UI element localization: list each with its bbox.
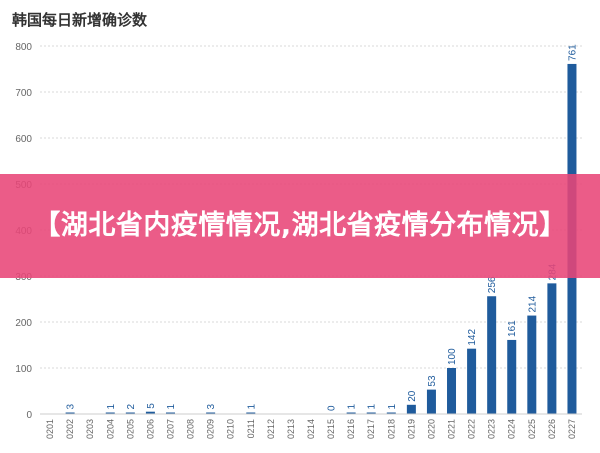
x-tick-label-0201: 0201	[45, 419, 55, 439]
bar-0225	[527, 315, 537, 414]
data-label-0217: 1	[367, 404, 378, 410]
overlay-headline: 【湖北省内疫情情况,湖北省疫情分布情况】	[33, 210, 567, 241]
data-label-0218: 1	[387, 404, 398, 410]
x-tick-label-0226: 0226	[547, 419, 557, 439]
x-tick-label-0206: 0206	[145, 419, 155, 439]
bar-0219	[406, 404, 416, 414]
x-tick-label-0213: 0213	[286, 419, 296, 439]
x-tick-label-0205: 0205	[125, 419, 135, 439]
x-tick-label-0210: 0210	[226, 419, 236, 439]
data-label-0221: 100	[447, 348, 458, 365]
data-label-0219: 20	[407, 390, 418, 402]
bar-0204	[105, 412, 115, 414]
x-tick-label-0220: 0220	[426, 419, 436, 439]
overlay-banner: 【湖北省内疫情情况,湖北省疫情分布情况】	[0, 174, 600, 278]
x-axis-ticks: 0201 0202 0203 0204 0205 0206 0207 0208 0209 0210…	[45, 419, 577, 439]
bar-0226	[547, 283, 557, 414]
x-tick-label-0202: 0202	[65, 419, 75, 439]
bar-0220	[426, 389, 436, 414]
bar-0217	[366, 412, 376, 414]
data-label-0211: 1	[246, 404, 257, 410]
x-tick-label-0223: 0223	[487, 419, 497, 439]
data-label-0205: 2	[126, 404, 137, 410]
y-tick-label: 100	[15, 364, 32, 375]
bar-0223	[487, 296, 497, 414]
x-tick-label-0214: 0214	[306, 419, 316, 439]
data-label-0209: 3	[206, 404, 217, 410]
bar-0218	[386, 412, 396, 414]
x-tick-label-0212: 0212	[266, 419, 276, 439]
bar-0209	[206, 412, 216, 414]
y-tick-label: 700	[15, 88, 32, 99]
bar-0206	[145, 411, 155, 414]
x-tick-label-0217: 0217	[366, 419, 376, 439]
bar-0216	[346, 412, 356, 414]
x-tick-label-0204: 0204	[105, 419, 115, 439]
x-tick-label-0222: 0222	[467, 419, 477, 439]
y-tick-label: 600	[15, 134, 32, 145]
bar-0221	[447, 368, 457, 414]
data-label-0215: 0	[327, 405, 338, 411]
y-tick-label: 800	[15, 42, 32, 53]
data-label-0223: 256	[487, 276, 498, 293]
y-tick-label: 200	[15, 318, 32, 329]
x-tick-label-0203: 0203	[85, 419, 95, 439]
x-tick-label-0221: 0221	[447, 419, 457, 439]
bar-0211	[246, 412, 256, 414]
data-label-0224: 161	[507, 320, 518, 337]
data-label-0206: 5	[146, 403, 157, 409]
x-tick-label-0224: 0224	[507, 419, 517, 439]
data-label-0222: 142	[467, 329, 478, 346]
x-tick-label-0219: 0219	[406, 419, 416, 439]
data-label-0204: 1	[106, 404, 117, 410]
data-label-0225: 214	[527, 295, 538, 312]
y-tick-label: 0	[26, 410, 32, 421]
x-tick-label-0218: 0218	[386, 419, 396, 439]
x-tick-label-0211: 0211	[246, 419, 256, 438]
data-label-0216: 1	[347, 404, 358, 410]
x-tick-label-0207: 0207	[165, 419, 175, 439]
x-tick-label-0215: 0215	[326, 419, 336, 439]
x-tick-label-0227: 0227	[567, 419, 577, 439]
bar-0205	[125, 412, 135, 414]
data-labels: 312513101112053100142256161214284761	[66, 44, 579, 411]
bar-0207	[165, 412, 175, 414]
data-label-0202: 3	[66, 404, 77, 410]
bar-0202	[65, 412, 75, 414]
bar-0224	[507, 339, 517, 414]
chart-title: 韩国每日新增确诊数	[12, 11, 148, 29]
data-label-0220: 53	[427, 375, 438, 387]
bar-0222	[467, 348, 477, 414]
data-label-0227: 761	[567, 44, 578, 61]
x-tick-label-0216: 0216	[346, 419, 356, 439]
x-tick-label-0208: 0208	[186, 419, 196, 439]
x-tick-label-0225: 0225	[527, 419, 537, 439]
x-tick-label-0209: 0209	[206, 419, 216, 439]
data-label-0207: 1	[166, 404, 177, 410]
